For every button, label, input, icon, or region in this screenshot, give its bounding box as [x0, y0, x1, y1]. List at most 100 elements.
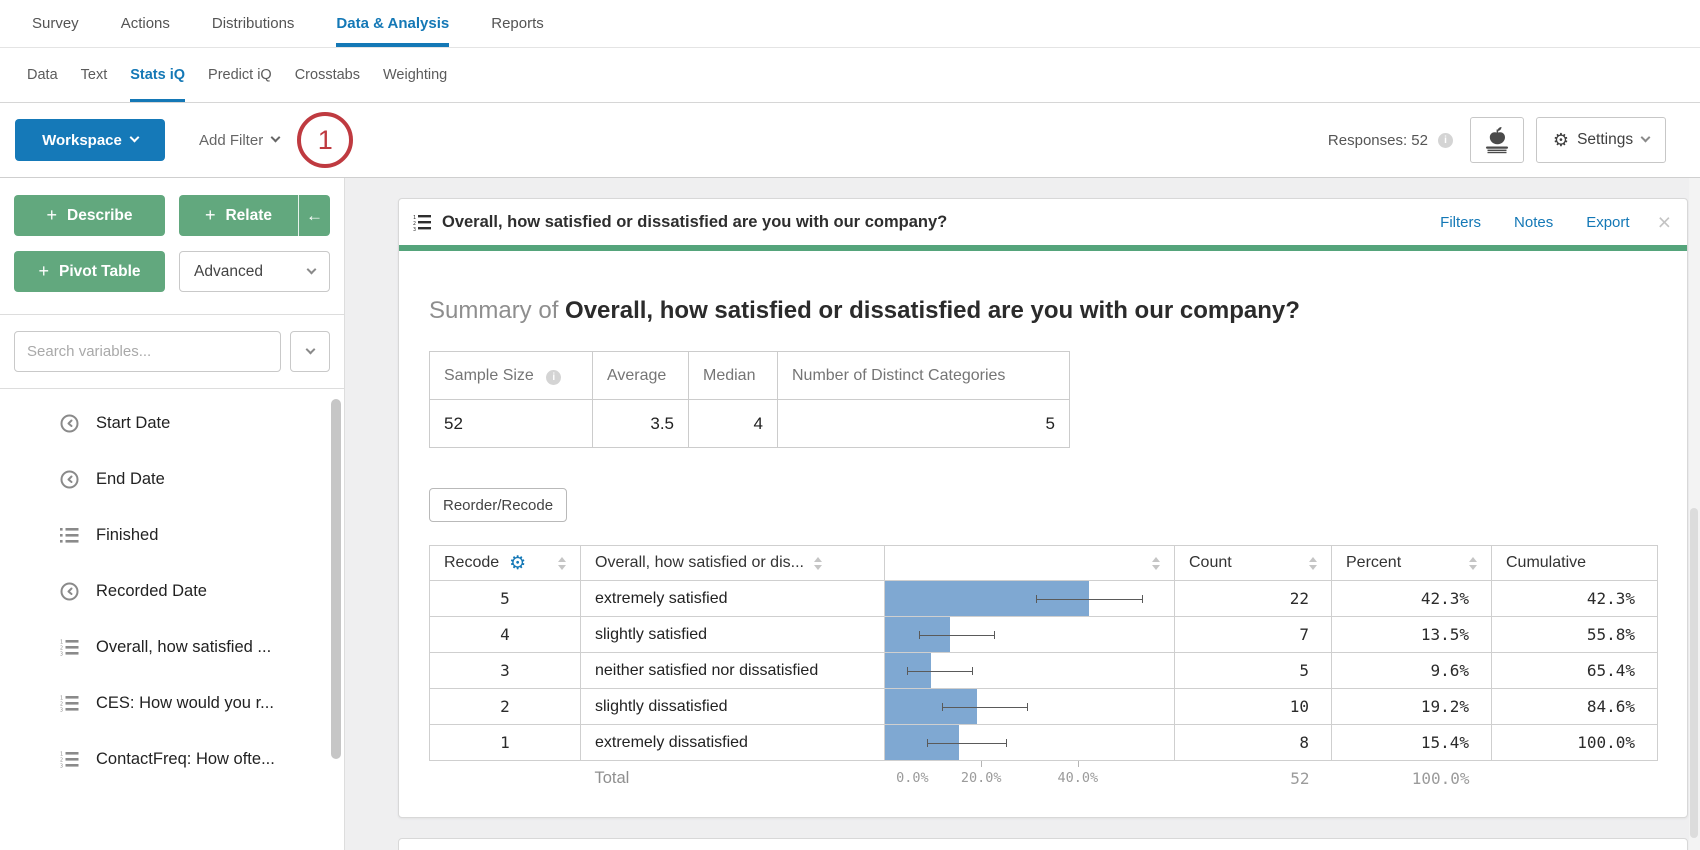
sidebar-scrollbar[interactable] — [331, 399, 341, 759]
frequency-row[interactable]: 4 slightly satisfied 7 13.5% 55.8% — [429, 616, 1658, 653]
filters-link[interactable]: Filters — [1440, 213, 1482, 231]
export-link[interactable]: Export — [1586, 213, 1630, 231]
primary-nav: Survey Actions Distributions Data & Anal… — [0, 0, 1700, 48]
sort-icon[interactable] — [1309, 556, 1317, 570]
plus-icon: + — [204, 205, 216, 225]
variable-item[interactable]: 1 2 3 ContactFreq: How ofte... — [0, 731, 344, 787]
tab-survey[interactable]: Survey — [32, 14, 79, 32]
variable-item[interactable]: 1 2 3 CES: How would you r... — [0, 675, 344, 731]
responses-count: Responses: 52 i — [1328, 132, 1453, 149]
ordered-list-icon: 1 2 3 — [413, 214, 431, 231]
summary-prefix: Summary of — [429, 297, 566, 324]
percent-value: 19.2% — [1331, 688, 1492, 725]
advanced-label: Advanced — [194, 262, 263, 280]
sort-icon[interactable] — [1469, 556, 1477, 570]
chevron-down-icon — [270, 132, 281, 143]
percent-axis: 0.0% 20.0% 40.0% — [885, 761, 1175, 797]
search-variables-input[interactable] — [14, 331, 281, 372]
advanced-dropdown[interactable]: Advanced — [179, 251, 330, 292]
variable-label: Overall, how satisfied ... — [96, 637, 272, 656]
notes-link[interactable]: Notes — [1514, 213, 1554, 231]
sort-icon[interactable] — [558, 556, 566, 570]
info-icon[interactable]: i — [1438, 132, 1453, 148]
frequency-table-header-row: Recode ⚙ Overall, how satisfied or dis..… — [429, 545, 1658, 581]
tab-weighting[interactable]: Weighting — [382, 66, 448, 83]
variable-item[interactable]: End Date — [0, 451, 344, 507]
category-label: neither satisfied nor dissatisfied — [580, 652, 885, 689]
settings-label: Settings — [1577, 131, 1634, 148]
count-value: 5 — [1174, 652, 1332, 689]
svg-text:2: 2 — [60, 645, 63, 651]
percent-header: Percent — [1346, 554, 1402, 571]
recode-value: 4 — [429, 616, 581, 653]
card-title: Overall, how satisfied or dissatisfied a… — [442, 212, 948, 231]
pivot-table-button[interactable]: + Pivot Table — [14, 251, 165, 292]
describe-button[interactable]: + Describe — [14, 195, 165, 236]
variable-item[interactable]: Recorded Date — [0, 563, 344, 619]
cumulative-value: 100.0% — [1491, 724, 1658, 761]
frequency-row[interactable]: 5 extremely satisfied 22 42.3% 42.3% — [429, 580, 1658, 617]
sort-icon[interactable] — [813, 556, 822, 570]
tab-text[interactable]: Text — [80, 66, 108, 83]
svg-text:1: 1 — [60, 639, 63, 645]
frequency-row[interactable]: 3 neither satisfied nor dissatisfied 5 9.6%… — [429, 652, 1658, 689]
median-value: 4 — [688, 399, 778, 448]
search-options-dropdown[interactable] — [290, 331, 330, 372]
tab-stats-iq[interactable]: Stats iQ — [130, 48, 186, 102]
error-bar — [919, 631, 996, 639]
analysis-card: 1 2 3 Overall, how satisfied or dissatis… — [398, 198, 1688, 818]
error-bar — [1035, 595, 1143, 603]
percent-value: 15.4% — [1331, 724, 1492, 761]
percent-bar-cell — [884, 652, 1175, 689]
error-bar — [942, 703, 1028, 711]
variable-item[interactable]: Finished — [0, 507, 344, 563]
total-row: Total 0.0% 20.0% 40.0% 52 100.0% — [430, 761, 1658, 797]
recode-gear-icon[interactable]: ⚙ — [509, 552, 527, 574]
info-icon[interactable]: i — [546, 369, 562, 385]
main-scrollbar-track[interactable] — [1689, 178, 1700, 850]
tab-predict-iq[interactable]: Predict iQ — [208, 66, 272, 83]
learning-resources-button[interactable] — [1470, 117, 1524, 163]
toolbar: Workspace Add Filter 1 Responses: 52 i ⚙… — [0, 103, 1700, 178]
percent-bar-cell — [884, 724, 1175, 761]
frequency-row[interactable]: 1 extremely dissatisfied 8 15.4% 100.0% — [429, 724, 1658, 761]
pivot-table-label: Pivot Table — [58, 262, 141, 280]
sort-icon[interactable] — [1152, 556, 1160, 570]
main-scrollbar-thumb[interactable] — [1690, 508, 1698, 838]
category-label: extremely satisfied — [580, 580, 885, 617]
relate-button[interactable]: + Relate — [179, 195, 298, 236]
tab-actions[interactable]: Actions — [120, 14, 170, 32]
next-analysis-card[interactable] — [398, 838, 1688, 850]
cumulative-header: Cumulative — [1506, 554, 1587, 571]
tab-reports[interactable]: Reports — [491, 14, 544, 32]
variable-item[interactable]: 1 2 3 Overall, how satisfied ... — [0, 619, 344, 675]
axis-tick — [981, 761, 983, 767]
tab-distributions[interactable]: Distributions — [211, 14, 295, 32]
tab-data[interactable]: Data — [27, 66, 58, 83]
chevron-down-icon — [1640, 132, 1651, 143]
annotation-number: 1 — [317, 124, 333, 155]
workspace-button[interactable]: Workspace — [15, 119, 165, 161]
relate-label: Relate — [225, 206, 273, 224]
chevron-down-icon — [129, 132, 140, 143]
frequency-row[interactable]: 2 slightly dissatisfied 10 19.2% 84.6% — [429, 688, 1658, 725]
variable-label: Start Date — [96, 413, 171, 432]
plus-icon: + — [38, 261, 49, 281]
settings-button[interactable]: ⚙ Settings — [1536, 117, 1666, 163]
svg-text:1: 1 — [413, 215, 416, 221]
collapse-arrow-button[interactable]: ← — [298, 195, 330, 236]
tab-crosstabs[interactable]: Crosstabs — [294, 66, 360, 83]
reorder-recode-button[interactable]: Reorder/Recode — [429, 488, 568, 522]
ordered-list-icon: 123 — [60, 639, 79, 656]
svg-text:1: 1 — [60, 695, 63, 701]
svg-text:2: 2 — [60, 701, 63, 707]
variable-label: End Date — [96, 469, 165, 488]
close-icon[interactable]: × — [1657, 208, 1671, 235]
variable-label: Finished — [96, 525, 159, 544]
add-filter-button[interactable]: Add Filter — [199, 132, 281, 149]
count-value: 22 — [1174, 580, 1332, 617]
count-value: 10 — [1174, 688, 1332, 725]
tab-data-analysis[interactable]: Data & Analysis — [336, 0, 450, 47]
clock-icon — [60, 470, 79, 488]
variable-item[interactable]: Start Date — [0, 395, 344, 451]
